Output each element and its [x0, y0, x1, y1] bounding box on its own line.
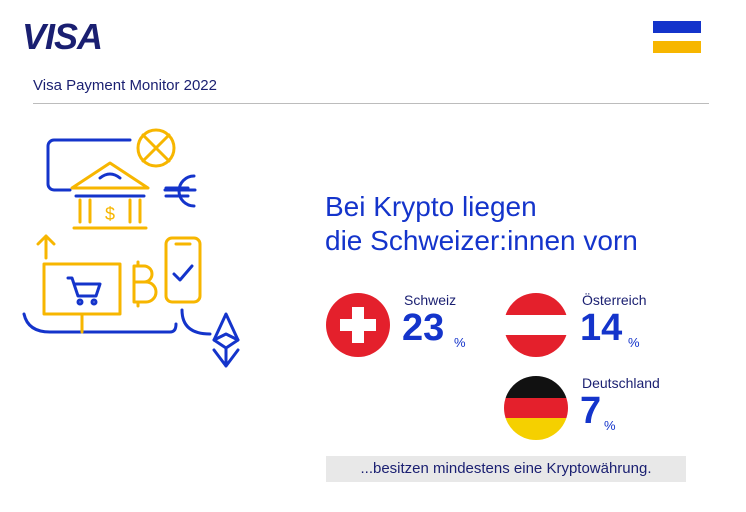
report-subtitle: Visa Payment Monitor 2022 [33, 77, 217, 94]
footnote: ...besitzen mindestens eine Kryptowährun… [326, 456, 686, 482]
germany-flag-icon [504, 376, 568, 440]
percent-unit: % [454, 335, 466, 350]
austria-flag-icon [504, 293, 568, 357]
headline-line-1: Bei Krypto liegen [325, 191, 537, 222]
globe-crossed-icon [136, 128, 176, 168]
brand-stripes-icon [653, 21, 701, 53]
country-value: 7 [580, 390, 602, 432]
country-name: Deutschland [582, 375, 660, 391]
header-divider [33, 103, 709, 104]
visa-logo: VISA [22, 16, 103, 57]
country-value: 23 [402, 307, 445, 349]
payment-illustration: $ [22, 128, 240, 368]
headline: Bei Krypto liegen die Schweizer:innen vo… [325, 190, 638, 258]
country-name: Österreich [582, 292, 647, 308]
bank-icon: $ [70, 161, 150, 230]
mobile-check-icon [164, 236, 202, 304]
euro-icon [164, 174, 196, 208]
percent-unit: % [604, 418, 616, 433]
ethereum-icon [180, 308, 240, 368]
swiss-flag-icon [326, 293, 390, 357]
country-value: 14 [580, 307, 623, 349]
bitcoin-icon [132, 260, 158, 308]
percent-unit: % [628, 335, 640, 350]
upload-arrow-icon [36, 234, 56, 260]
svg-text:$: $ [105, 204, 115, 224]
headline-line-2: die Schweizer:innen vorn [325, 225, 638, 256]
laptop-cart-icon [22, 262, 178, 334]
country-name: Schweiz [404, 292, 457, 308]
